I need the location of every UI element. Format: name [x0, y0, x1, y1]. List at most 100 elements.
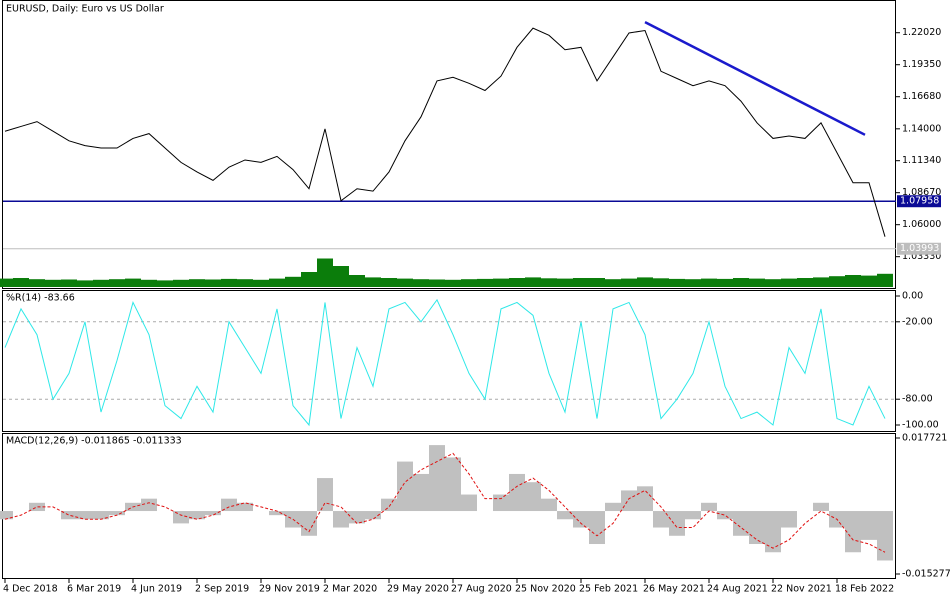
- volume-bar: [397, 278, 413, 287]
- volume-bar: [781, 278, 797, 287]
- volume-bar: [557, 278, 573, 287]
- volume-bar: [861, 275, 877, 287]
- x-tick-label: 18 Feb 2022: [835, 584, 894, 595]
- macd-bar: [653, 511, 669, 528]
- macd-bar: [397, 461, 413, 512]
- volume-bar: [845, 275, 861, 287]
- y-tick-label: 1.06000: [902, 219, 941, 230]
- volume-bar: [269, 278, 285, 287]
- volume-bar: [605, 279, 621, 287]
- volume-bar: [877, 273, 893, 287]
- macd-bar: [781, 511, 797, 528]
- volume-bar: [285, 276, 301, 287]
- y-tick-label: -0.015277: [902, 569, 950, 580]
- x-tick-label: 25 Feb 2021: [579, 584, 638, 595]
- macd-title: MACD(12,26,9) -0.011865 -0.011333: [6, 436, 182, 447]
- x-tick-label: 22 Nov 2021: [771, 584, 832, 595]
- x-tick-label: 29 May 2020: [387, 584, 449, 595]
- macd-bar: [861, 511, 877, 540]
- macd-bar: [205, 511, 221, 516]
- macd-bar: [765, 511, 781, 553]
- macd-bar: [573, 511, 589, 528]
- macd-bar: [621, 490, 637, 512]
- volume-bar: [93, 279, 109, 287]
- x-tick-label: 29 Nov 2019: [259, 584, 320, 595]
- volume-bar: [125, 278, 141, 287]
- x-tick-label: 2 Sep 2019: [195, 584, 249, 595]
- line: [4, 27, 886, 237]
- volume-bar: [365, 277, 381, 287]
- macd-bar: [605, 502, 621, 512]
- macd-bar: [237, 502, 253, 512]
- price-title: EURUSD, Daily: Euro vs US Dollar: [6, 4, 164, 15]
- price-label: 1.07958: [900, 196, 939, 207]
- wpr-title: %R(14) -83.66: [6, 293, 75, 304]
- volume-bar: [61, 279, 77, 287]
- volume-bar: [685, 279, 701, 287]
- x-tick-label: 4 Jun 2019: [131, 584, 182, 595]
- macd-bar: [429, 445, 445, 512]
- macd-bar: [541, 498, 557, 512]
- macd-bar: [877, 511, 893, 561]
- macd-bar: [381, 498, 397, 512]
- x-tick-label: 26 May 2021: [643, 584, 705, 595]
- volume-bar: [237, 279, 253, 287]
- volume-bar: [413, 279, 429, 287]
- macd-bar: [589, 511, 605, 545]
- macd-bar: [301, 511, 317, 536]
- volume-bar: [701, 278, 717, 287]
- macd-bar: [701, 502, 717, 512]
- macd-bar: [173, 511, 189, 524]
- volume-bar: [0, 278, 13, 287]
- volume-bar: [797, 278, 813, 287]
- y-tick-label: 1.11340: [902, 155, 941, 166]
- volume-bar: [29, 279, 45, 287]
- macd-bar: [845, 511, 861, 553]
- volume-bar: [493, 278, 509, 287]
- volume-bar: [541, 278, 557, 287]
- volume-bar: [445, 279, 461, 287]
- macd-bar: [349, 511, 365, 524]
- x-tick-label: 2 Mar 2020: [323, 584, 377, 595]
- volume-bar: [589, 278, 605, 287]
- macd-bar: [221, 498, 237, 512]
- volume-bar: [221, 278, 237, 287]
- macd-bar: [493, 494, 509, 512]
- macd-bar: [61, 511, 77, 520]
- volume-bar: [477, 278, 493, 287]
- price-label: 1.03993: [900, 243, 939, 254]
- volume-bar: [253, 279, 269, 287]
- macd-bar: [717, 511, 733, 520]
- volume-bar: [525, 277, 541, 287]
- y-tick-label: 1.16680: [902, 91, 941, 102]
- price-label-box: [897, 242, 941, 255]
- macd-bar: [141, 498, 157, 512]
- x-tick-label: 6 Mar 2019: [67, 584, 121, 595]
- macd-bar: [109, 511, 125, 516]
- volume-bar: [717, 278, 733, 287]
- volume-bar: [669, 278, 685, 287]
- price-pane: [2, 0, 896, 289]
- signal-line: [4, 452, 886, 553]
- y-tick-label: 1.03330: [902, 251, 941, 262]
- volume-bar: [45, 279, 61, 287]
- volume-bar: [173, 279, 189, 287]
- y-tick-label: 1.14000: [902, 123, 941, 134]
- macd-bar: [637, 486, 653, 512]
- macd-bar: [557, 511, 573, 520]
- wpr-pane: [2, 290, 896, 432]
- volume-bar: [189, 279, 205, 287]
- macd-bar: [525, 482, 541, 512]
- trend-line: [644, 21, 866, 136]
- macd-bar: [733, 511, 749, 536]
- macd-bar: [669, 511, 685, 536]
- macd-bar: [749, 511, 765, 545]
- macd-bar: [269, 511, 285, 516]
- volume-bar: [205, 279, 221, 287]
- volume-bar: [813, 277, 829, 287]
- y-tick-label: 1.19350: [902, 59, 941, 70]
- macd-bar: [685, 511, 701, 520]
- x-tick-label: 24 Aug 2021: [707, 584, 768, 595]
- volume-bar: [333, 266, 349, 287]
